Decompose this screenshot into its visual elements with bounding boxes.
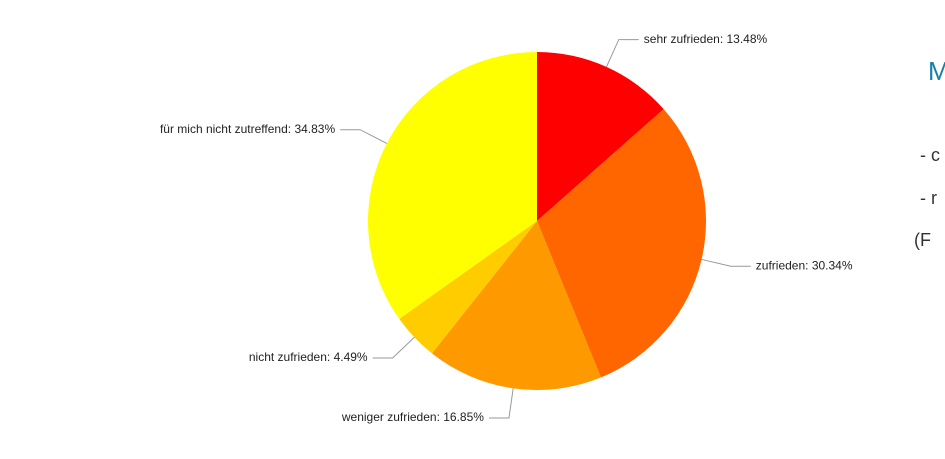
leader-line [605, 39, 639, 68]
pie-slice [399, 221, 537, 354]
side-line: - c [920, 145, 940, 165]
side-line: (F [914, 230, 931, 250]
pie-slice [368, 52, 537, 319]
side-line: - r [920, 188, 937, 208]
slice-label: weniger zufrieden: 16.85% [341, 410, 484, 424]
pie-slice [431, 221, 601, 390]
leader-line [488, 388, 514, 419]
leader-line [372, 336, 415, 359]
pie-slice [537, 52, 664, 221]
slice-label: zufrieden: 30.34% [756, 258, 853, 272]
leader-line [340, 129, 388, 144]
slice-label: für mich nicht zutreffend: 34.83% [160, 122, 336, 136]
slice-label: sehr zufrieden: 13.48% [644, 32, 768, 46]
side-heading: M [928, 56, 945, 86]
pie-slice [537, 109, 706, 378]
slice-label: nicht zufrieden: 4.49% [249, 350, 368, 364]
leader-line [701, 258, 751, 267]
